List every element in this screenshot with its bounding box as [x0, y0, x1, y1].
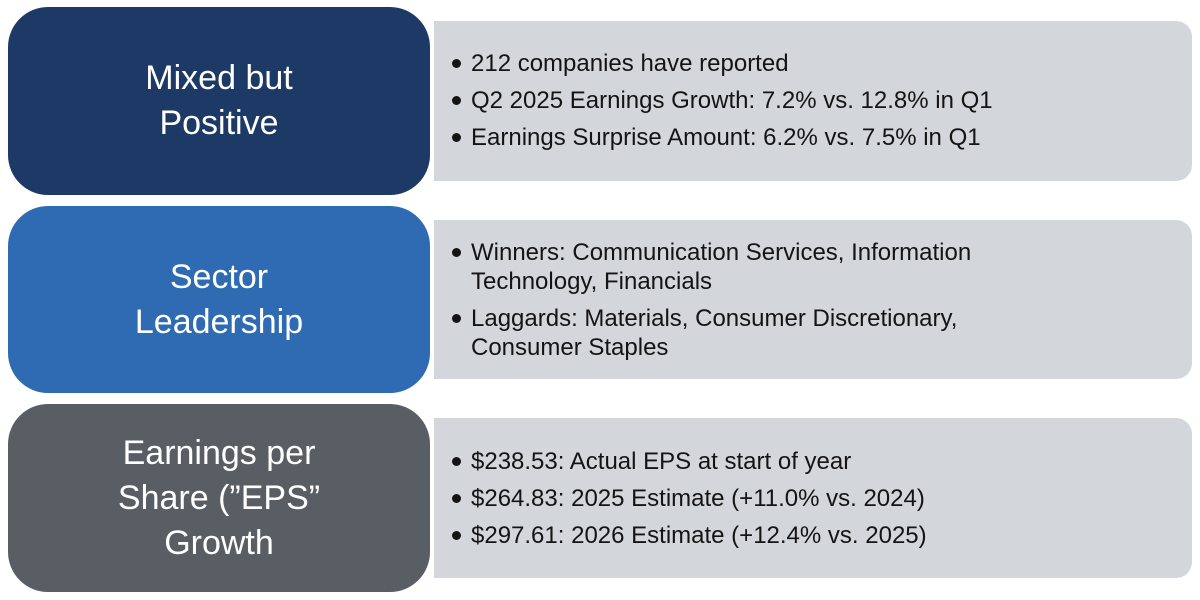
bullet-text: $238.53: Actual EPS at start of year [471, 447, 852, 475]
list-item: 212 companies have reported [450, 49, 1182, 78]
row3-content-box: $238.53: Actual EPS at start of year $26… [434, 418, 1192, 579]
bullet-text: Winners: Communication Services, Informa… [471, 238, 972, 295]
row2-label-box: Sector Leadership [8, 205, 430, 394]
bullet-text: Laggards: Materials, Consumer Discretion… [471, 304, 958, 361]
bullet-text: $264.83: 2025 Estimate (+11.0% vs. 2024) [471, 484, 925, 512]
list-item: Winners: Communication Services, Informa… [450, 238, 1182, 296]
bullet-text: Earnings Surprise Amount: 6.2% vs. 7.5% … [471, 124, 981, 152]
list-item: Q2 2025 Earnings Growth: 7.2% vs. 12.8% … [450, 86, 1182, 115]
row1-content-box: 212 companies have reported Q2 2025 Earn… [434, 21, 1192, 181]
bullet-icon [452, 530, 461, 540]
bullet-icon [452, 313, 461, 323]
list-item: $238.53: Actual EPS at start of year [450, 447, 1182, 476]
bullet-icon [452, 456, 461, 466]
bullet-icon [452, 96, 461, 106]
list-item: Earnings Surprise Amount: 6.2% vs. 7.5% … [450, 123, 1182, 152]
list-item: Laggards: Materials, Consumer Discretion… [450, 304, 1182, 362]
bullet-icon [452, 59, 461, 69]
bullet-text: $297.61: 2026 Estimate (+12.4% vs. 2025) [471, 521, 927, 549]
bullet-text: 212 companies have reported [471, 50, 789, 78]
row-mixed-but-positive: Mixed but Positive 212 companies have re… [8, 7, 1192, 195]
bullet-icon [452, 247, 461, 257]
row3-label: Earnings per Share (”EPS” Growth [117, 433, 321, 562]
list-item: $264.83: 2025 Estimate (+11.0% vs. 2024) [450, 484, 1182, 513]
row1-label: Mixed but Positive [145, 58, 293, 142]
bullet-text: Q2 2025 Earnings Growth: 7.2% vs. 12.8% … [471, 87, 993, 115]
row-sector-leadership: Sector Leadership Winners: Communication… [8, 205, 1192, 394]
row2-content-box: Winners: Communication Services, Informa… [434, 219, 1192, 380]
row3-label-box: Earnings per Share (”EPS” Growth [8, 404, 430, 593]
bullet-icon [452, 133, 461, 143]
list-item: $297.61: 2026 Estimate (+12.4% vs. 2025) [450, 521, 1182, 550]
bullet-icon [452, 493, 461, 503]
row-eps-growth: Earnings per Share (”EPS” Growth $238.53… [8, 404, 1192, 593]
row2-label: Sector Leadership [134, 257, 304, 341]
row1-label-box: Mixed but Positive [8, 7, 430, 195]
